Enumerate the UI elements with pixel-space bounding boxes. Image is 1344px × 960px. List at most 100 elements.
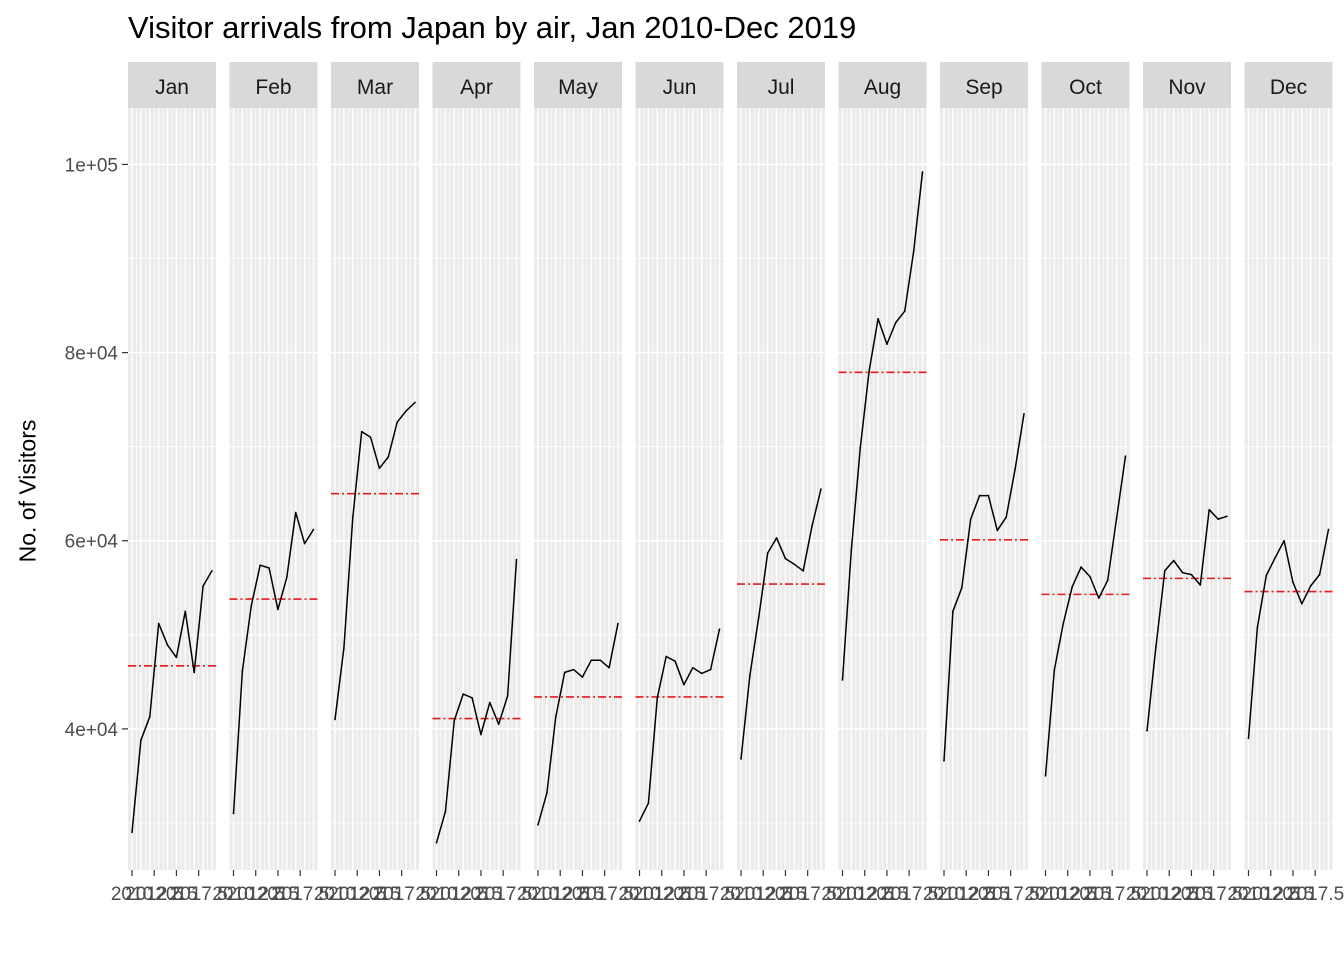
data-point bbox=[1274, 556, 1276, 559]
data-point bbox=[1309, 585, 1312, 587]
data-point bbox=[360, 430, 363, 433]
data-point bbox=[757, 616, 760, 618]
data-point bbox=[1217, 518, 1219, 520]
data-point bbox=[877, 317, 879, 320]
facet-strip-label: Mar bbox=[357, 76, 393, 99]
x-tick-label: 2017.5 bbox=[880, 884, 938, 905]
data-point bbox=[859, 446, 862, 449]
data-point bbox=[912, 251, 915, 253]
facet-strip bbox=[940, 62, 1028, 108]
x-tick-label: 2010 bbox=[923, 884, 965, 905]
data-point bbox=[599, 659, 602, 662]
data-point bbox=[665, 655, 667, 658]
data-point bbox=[1265, 574, 1268, 577]
data-point bbox=[140, 739, 142, 741]
data-point bbox=[903, 310, 906, 313]
facet-strip bbox=[737, 62, 825, 108]
data-point bbox=[369, 436, 372, 439]
data-point bbox=[462, 693, 464, 695]
data-point bbox=[268, 567, 270, 569]
data-point bbox=[1062, 622, 1065, 625]
data-point bbox=[546, 792, 548, 794]
x-tick-label: 2012.5 bbox=[1039, 884, 1097, 905]
x-tick-label: 2017.5 bbox=[170, 884, 228, 905]
facet-strip-label: May bbox=[558, 76, 598, 99]
x-tick-label: 2015 bbox=[1069, 884, 1111, 905]
data-point bbox=[1256, 626, 1259, 629]
x-tick-label: 2017.5 bbox=[474, 884, 532, 905]
x-tick-label: 2015 bbox=[866, 884, 908, 905]
data-point bbox=[1247, 737, 1250, 740]
series-line bbox=[232, 511, 315, 814]
series-line bbox=[334, 401, 416, 720]
data-point bbox=[453, 719, 456, 722]
data-point bbox=[497, 723, 500, 725]
data-point bbox=[471, 697, 473, 699]
data-point bbox=[480, 733, 482, 736]
data-point bbox=[1053, 668, 1056, 671]
x-tick-label: 2012.5 bbox=[734, 884, 792, 905]
x-tick-label: 2015 bbox=[155, 884, 197, 905]
series-line bbox=[1247, 529, 1330, 739]
x-tick-label: 2017.5 bbox=[1083, 884, 1141, 905]
data-point bbox=[515, 558, 518, 561]
data-point bbox=[563, 671, 566, 674]
x-tick-label: 2015 bbox=[764, 884, 806, 905]
data-point bbox=[886, 343, 888, 345]
data-point bbox=[396, 421, 399, 424]
data-point bbox=[537, 824, 539, 826]
data-point bbox=[978, 494, 981, 497]
y-tick-label: 6e+04 bbox=[65, 532, 119, 553]
facet-strip-label: Apr bbox=[460, 76, 493, 99]
x-tick-label: 2017.5 bbox=[779, 884, 837, 905]
data-point bbox=[1080, 566, 1082, 568]
x-tick-label: 2010 bbox=[212, 884, 254, 905]
x-tick-label: 2017.5 bbox=[982, 884, 1040, 905]
data-point bbox=[554, 715, 557, 718]
data-point bbox=[1283, 539, 1285, 542]
series-line bbox=[131, 570, 213, 833]
x-tick-label: 2012.5 bbox=[937, 884, 995, 905]
data-point bbox=[700, 672, 703, 675]
x-tick-label: 2012.5 bbox=[430, 884, 488, 905]
data-point bbox=[638, 820, 641, 822]
data-point bbox=[286, 576, 288, 579]
data-point bbox=[232, 812, 235, 815]
data-point bbox=[1098, 597, 1100, 599]
data-point bbox=[148, 715, 151, 718]
data-point bbox=[943, 760, 945, 762]
series-line bbox=[537, 623, 619, 826]
x-tick-label: 2015 bbox=[1170, 884, 1212, 905]
data-point bbox=[312, 528, 315, 531]
x-tick-label: 2012.5 bbox=[328, 884, 386, 905]
x-tick-label: 2017.5 bbox=[677, 884, 735, 905]
data-point bbox=[506, 695, 509, 697]
x-tick-label: 2015 bbox=[663, 884, 705, 905]
facet-strip bbox=[635, 62, 724, 108]
data-point bbox=[709, 668, 712, 671]
data-point bbox=[277, 608, 279, 611]
data-point bbox=[489, 701, 491, 704]
data-point bbox=[802, 570, 805, 572]
chart-title: Visitor arrivals from Japan by air, Jan … bbox=[128, 10, 857, 45]
y-tick-label: 4e+04 bbox=[65, 720, 119, 741]
data-point bbox=[793, 563, 796, 566]
facet-strip-label: Oct bbox=[1069, 76, 1102, 99]
facet-panels: Jan20102012.520152017.5Feb20102012.52015… bbox=[111, 62, 1344, 905]
facet-strip bbox=[128, 62, 216, 108]
x-tick-label: 2015 bbox=[358, 884, 400, 905]
data-point bbox=[987, 494, 990, 497]
x-tick-label: 2010 bbox=[1227, 884, 1269, 905]
x-tick-label: 2012.5 bbox=[633, 884, 691, 905]
data-point bbox=[617, 622, 619, 625]
facet-strip-label: Sep bbox=[965, 76, 1002, 99]
